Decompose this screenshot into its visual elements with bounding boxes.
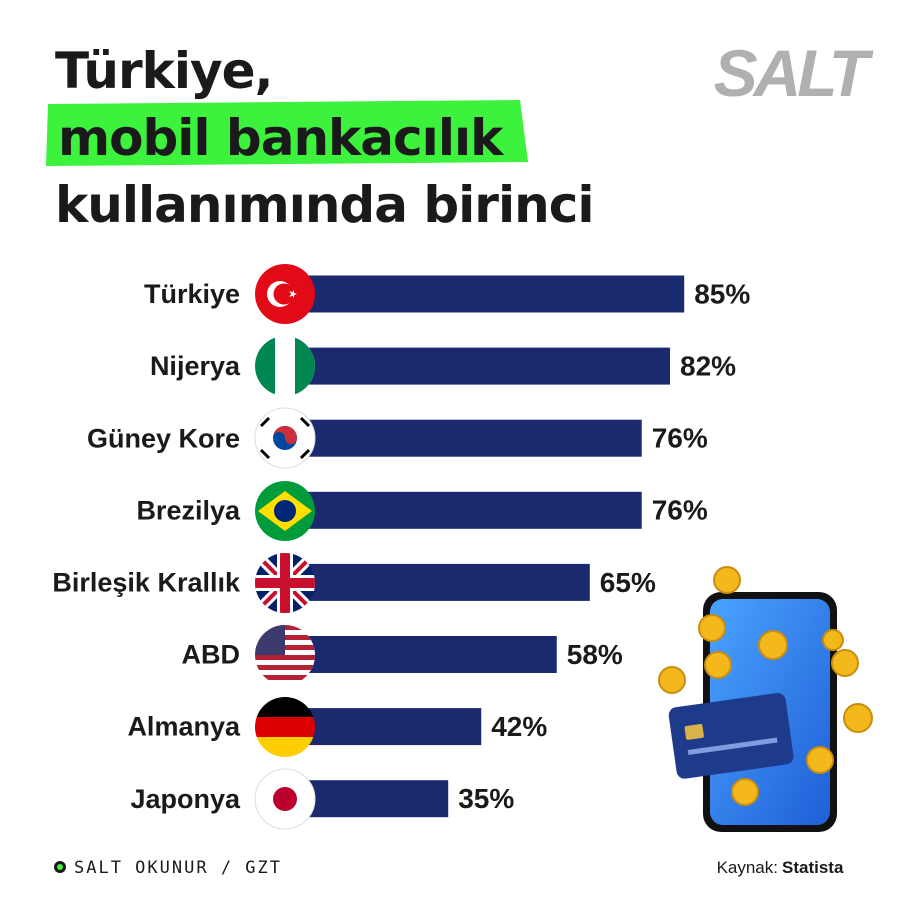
footer-left: SALT OKUNUR / GZT	[74, 858, 282, 878]
flag	[255, 697, 315, 757]
footer-dot	[57, 864, 63, 870]
flag-border	[254, 407, 316, 469]
bar	[283, 636, 557, 673]
flag-border	[254, 768, 316, 830]
title-line: kullanımında birinci	[55, 176, 593, 234]
category-label: Almanya	[127, 712, 241, 742]
bar	[283, 491, 642, 529]
title-highlight	[46, 100, 528, 166]
bar	[283, 708, 482, 746]
flag	[255, 336, 315, 396]
value-label: 76%	[652, 495, 708, 526]
bar	[283, 419, 642, 457]
value-label: 76%	[652, 423, 708, 454]
value-label: 85%	[694, 278, 750, 309]
value-label: 58%	[567, 639, 623, 670]
source: Statista	[782, 858, 844, 877]
flag	[255, 625, 315, 685]
flag	[255, 408, 315, 468]
value-label: 65%	[600, 567, 656, 598]
title-line: mobil bankacılık	[58, 109, 505, 167]
category-label: ABD	[182, 640, 241, 670]
flag	[255, 553, 315, 613]
title-line: Türkiye,	[55, 42, 273, 100]
value-label: 42%	[491, 711, 547, 742]
flag	[255, 264, 315, 324]
category-label: Japonya	[130, 784, 241, 814]
category-label: Birleşik Krallık	[52, 568, 241, 598]
bar	[283, 563, 590, 601]
bars	[283, 275, 685, 818]
value-label: 82%	[680, 350, 736, 381]
bar	[283, 347, 671, 385]
logo: SALT	[714, 36, 874, 110]
source-label: Kaynak:	[717, 858, 778, 877]
flag	[255, 769, 315, 829]
bar	[283, 275, 685, 313]
value-label: 35%	[458, 783, 514, 814]
phone-illustration	[658, 566, 873, 832]
category-label: Nijerya	[150, 351, 241, 381]
category-label: Türkiye	[144, 279, 240, 309]
category-label: Brezilya	[136, 495, 241, 525]
category-label: Güney Kore	[87, 423, 240, 453]
flag	[255, 481, 315, 541]
